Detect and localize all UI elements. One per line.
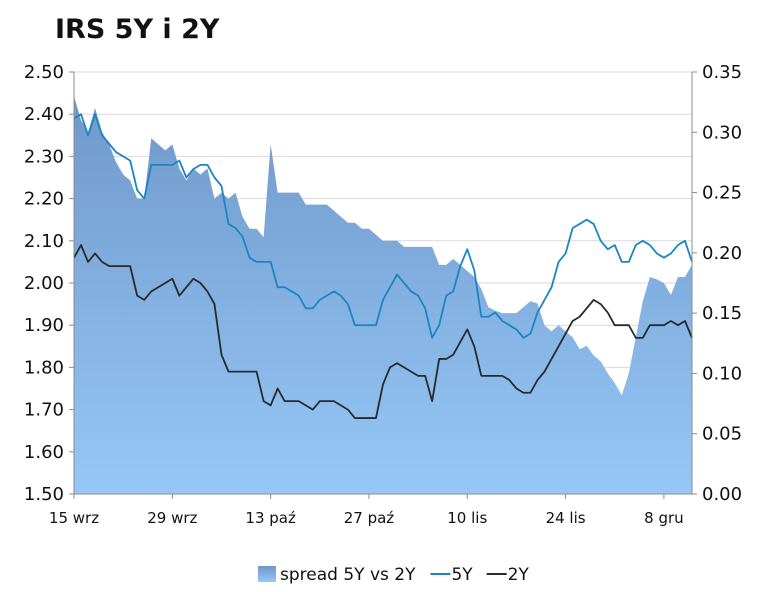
- right-axis-ticks: 0.35 0.30 0.25 0.20 0.15 0.10 0.05 0.00: [692, 62, 742, 505]
- legend: spread 5Y vs 2Y 5Y 2Y: [258, 565, 529, 585]
- right-tick-label: 0.35: [702, 62, 742, 83]
- right-tick-label: 0.15: [702, 303, 742, 324]
- right-tick-label: 0.30: [702, 122, 742, 143]
- right-tick-label: 0.20: [702, 243, 742, 264]
- left-tick-label: 1.90: [24, 315, 64, 336]
- x-tick-label: 13 paź: [245, 509, 296, 527]
- left-tick-label: 1.70: [24, 400, 64, 421]
- x-tick-label: 8 gru: [644, 509, 684, 527]
- left-tick-label: 2.40: [24, 104, 64, 125]
- legend-label-spread: spread 5Y vs 2Y: [280, 565, 416, 585]
- right-tick-label: 0.05: [702, 424, 742, 445]
- left-tick-label: 1.50: [24, 484, 64, 505]
- left-tick-label: 2.20: [24, 189, 64, 210]
- chart-title: IRS 5Y i 2Y: [55, 14, 220, 45]
- legend-label-2y: 2Y: [508, 565, 530, 585]
- spread-area-layer: [74, 96, 692, 495]
- left-tick-label: 2.30: [24, 146, 64, 167]
- legend-label-5y: 5Y: [451, 565, 473, 585]
- x-tick-label: 27 paź: [344, 509, 395, 527]
- lines-layer: [73, 113, 693, 419]
- left-axis-ticks: 2.50 2.40 2.30 2.20 2.10 2.00 1.90 1.80 1.70 1.60…: [24, 62, 74, 505]
- left-tick-label: 1.60: [24, 442, 64, 463]
- series-line-5y: [73, 113, 693, 339]
- left-tick-label: 2.00: [24, 273, 64, 294]
- left-tick-label: 1.80: [24, 357, 64, 378]
- series-area-spread: [74, 96, 692, 495]
- x-tick-label: 24 lis: [546, 509, 586, 527]
- left-tick-label: 2.10: [24, 231, 64, 252]
- x-tick-label: 10 lis: [447, 509, 487, 527]
- x-tick-label: 29 wrz: [147, 509, 197, 527]
- series-line-2y: [73, 244, 693, 419]
- x-axis-ticks: 15 wrz 29 wrz 13 paź 27 paź 10 lis 24 lis 8 gr…: [49, 494, 684, 527]
- right-tick-label: 0.00: [702, 484, 742, 505]
- x-tick-label: 15 wrz: [49, 509, 99, 527]
- right-tick-label: 0.25: [702, 183, 742, 204]
- left-tick-label: 2.50: [24, 62, 64, 83]
- right-tick-label: 0.10: [702, 363, 742, 384]
- legend-swatch-spread: [258, 566, 276, 582]
